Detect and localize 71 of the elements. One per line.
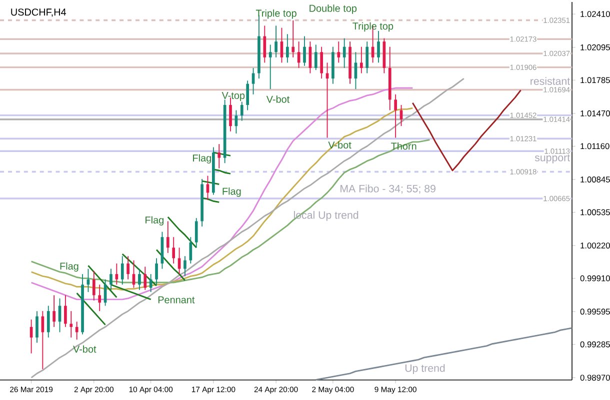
annotation: Triple top — [352, 22, 394, 32]
candlestick — [326, 62, 329, 138]
line-series — [156, 249, 186, 282]
annotation: Flag — [222, 188, 241, 197]
y-tick-label: 1.00535 — [580, 209, 610, 216]
candlestick — [246, 80, 250, 111]
candlestick — [189, 236, 192, 264]
candlestick — [115, 263, 118, 286]
candlestick — [52, 294, 56, 328]
candlestick — [263, 25, 266, 64]
candlestick — [126, 256, 130, 280]
candlestick — [110, 268, 112, 290]
candlestick — [240, 101, 244, 122]
annotation: Flag — [146, 216, 164, 226]
candlestick — [337, 41, 340, 64]
y-tick-label: 0.99910 — [580, 275, 610, 282]
candlestick — [366, 41, 369, 74]
candlestick — [400, 104, 403, 127]
annotation: Flag — [193, 154, 211, 164]
y-tick-label: 1.01785 — [580, 77, 610, 84]
candlestick — [377, 30, 380, 64]
candlestick — [292, 20, 295, 58]
annotation: Flag — [60, 262, 78, 272]
candlestick — [218, 144, 221, 169]
annotation: Up trend — [405, 364, 445, 374]
candlestick — [144, 266, 147, 290]
candlestick — [36, 310, 38, 344]
y-tick-label: 1.01160 — [580, 143, 610, 150]
candlestick — [98, 284, 102, 312]
candlestick — [394, 94, 397, 138]
candlestick — [46, 305, 50, 338]
annotation: MA Fibo - 34; 55; 89 — [340, 184, 436, 194]
annotation: support — [534, 154, 570, 164]
annotation: Pennant — [158, 296, 195, 304]
candlestick — [360, 46, 363, 74]
candlestick — [320, 46, 323, 79]
candlestick — [286, 34, 289, 64]
y-tick-label: 1.02095 — [580, 44, 610, 50]
y-tick-label: 1.01470 — [580, 110, 610, 116]
annotation: Triple top — [256, 9, 296, 19]
candlestick — [303, 36, 306, 66]
annotation: V-top — [222, 92, 245, 101]
candlestick — [155, 258, 158, 286]
candlestick — [70, 310, 73, 338]
candlestick — [75, 321, 78, 340]
y-tick-label: 0.98970 — [580, 374, 610, 381]
candlestick — [92, 270, 96, 301]
candlestick — [120, 256, 124, 286]
candlestick — [64, 294, 67, 328]
candlestick — [274, 25, 278, 58]
y-tick-label: 0.99595 — [580, 308, 610, 315]
candlestick — [342, 38, 346, 68]
annotation: V-bot — [266, 95, 290, 103]
y-tick-label: 1.02410 — [580, 11, 610, 18]
candlestick — [252, 67, 255, 95]
candlestick — [149, 274, 152, 293]
annotation: Double top — [310, 4, 357, 14]
candlestick — [314, 44, 318, 71]
candlestick — [166, 220, 170, 254]
y-tick-label: 1.00845 — [580, 176, 610, 182]
candlestick — [184, 256, 186, 277]
candlestick — [194, 218, 198, 248]
candlestick — [172, 236, 176, 264]
annotation: resistant — [530, 77, 570, 85]
text: USDCHF,H4 — [11, 8, 66, 17]
annotation: V-bot — [73, 345, 96, 353]
y-tick-label: 0.99285 — [580, 341, 610, 348]
y-tick-label: 1.00220 — [580, 242, 610, 249]
candlestick — [138, 268, 141, 290]
candlestick — [178, 247, 181, 275]
candlestick — [268, 44, 272, 90]
